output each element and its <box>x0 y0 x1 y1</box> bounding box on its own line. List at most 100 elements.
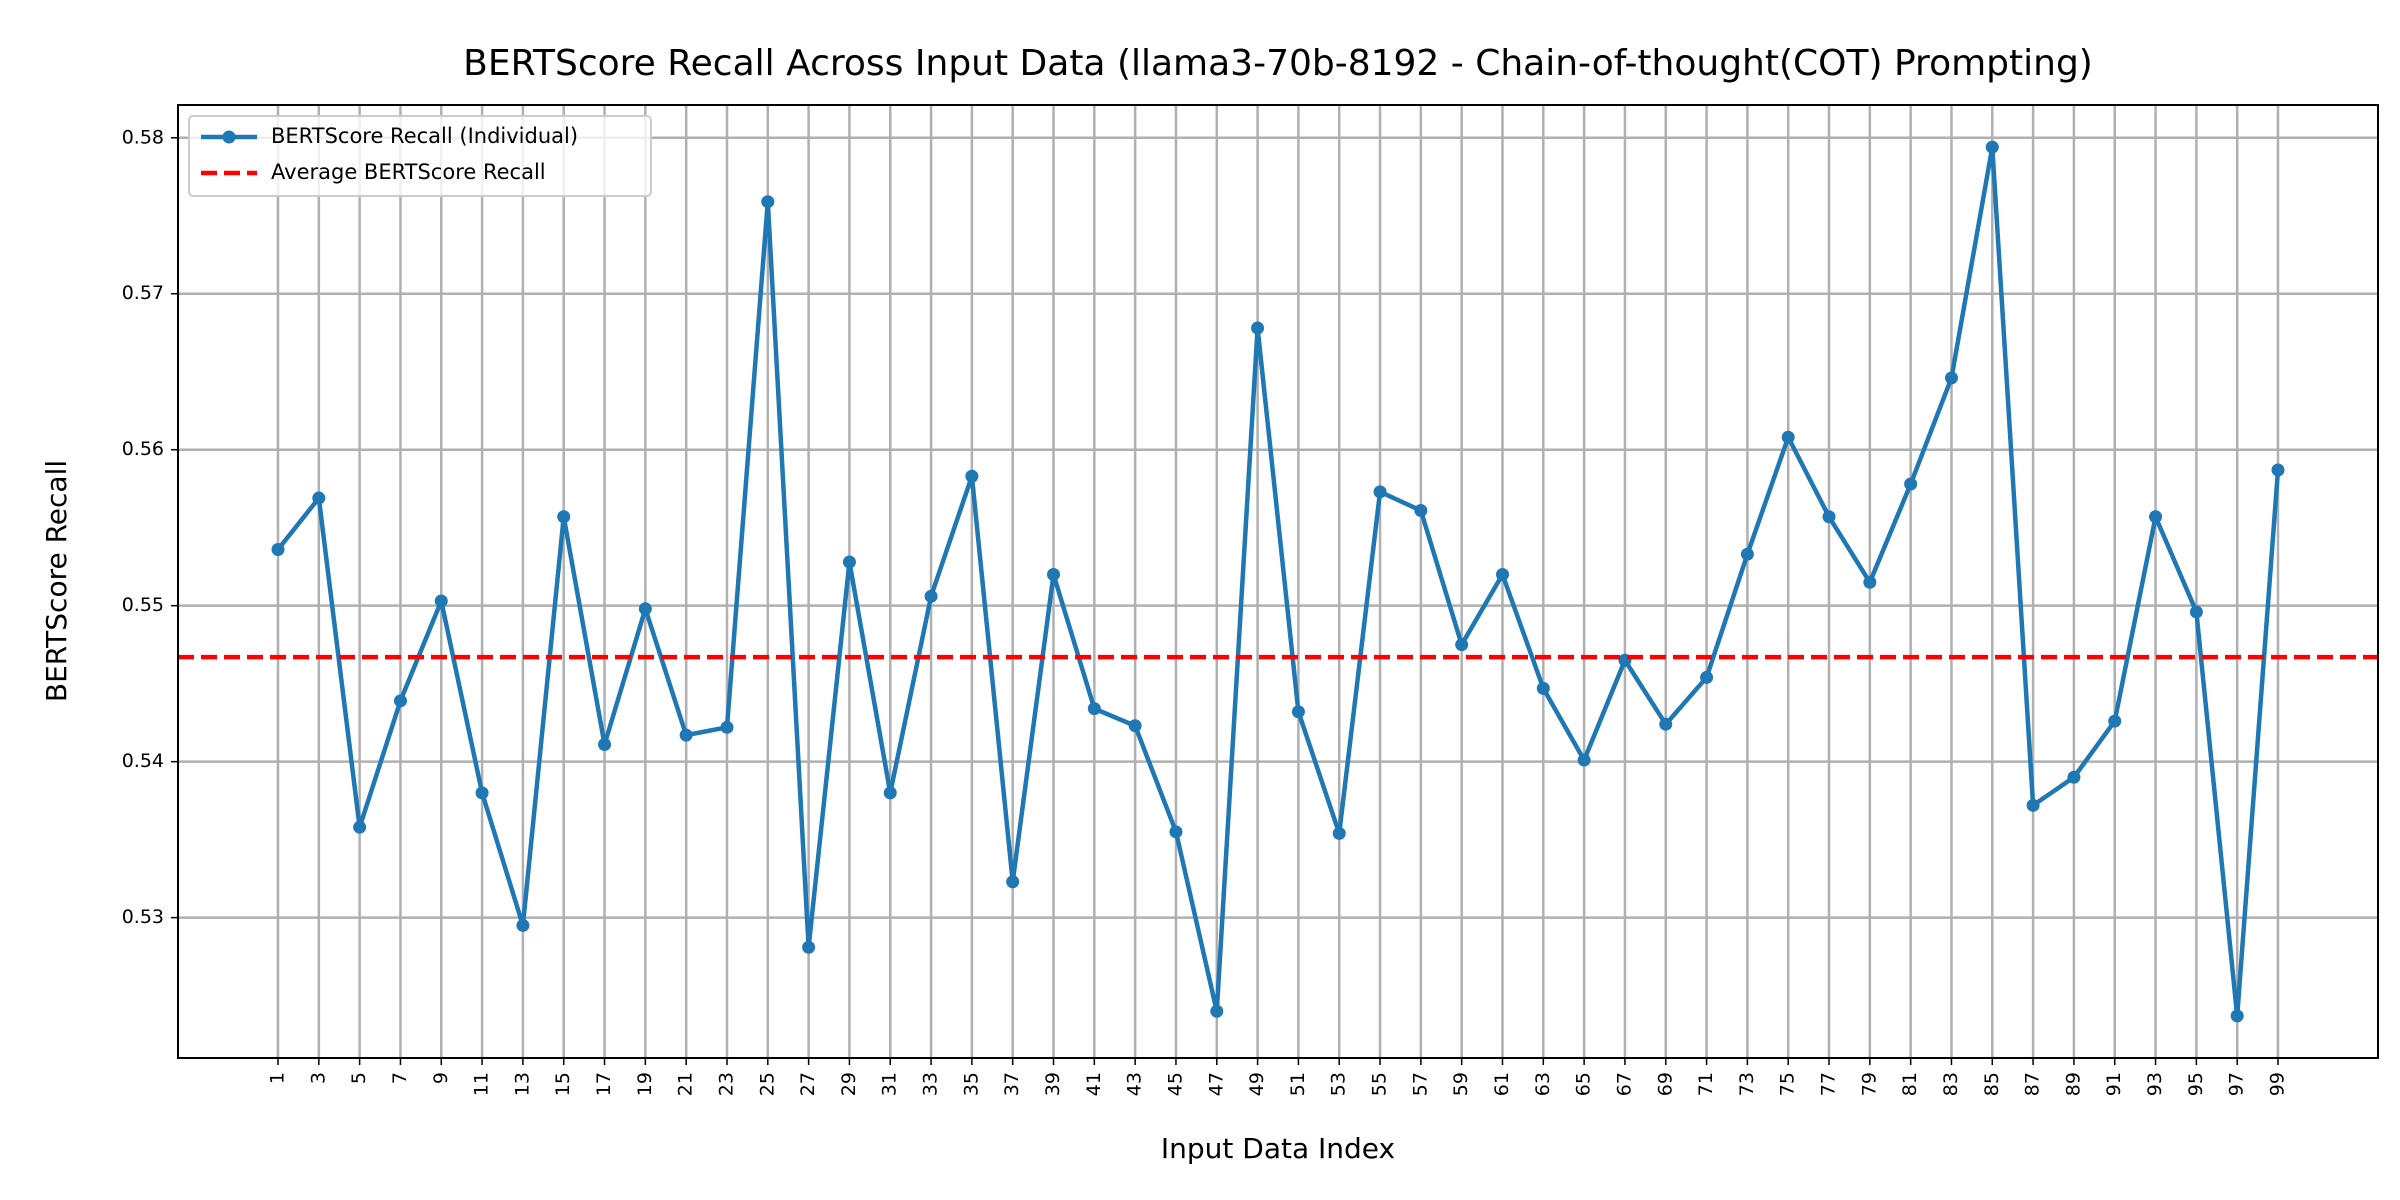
data-point <box>802 940 816 954</box>
x-tick-label: 7 <box>389 1072 411 1084</box>
x-tick-label: 57 <box>1409 1072 1431 1096</box>
x-tick-label: 83 <box>1940 1072 1962 1096</box>
x-tick-label: 15 <box>552 1072 574 1096</box>
x-tick-label: 91 <box>2103 1072 2125 1096</box>
x-tick-label: 51 <box>1287 1072 1309 1096</box>
data-point <box>1006 875 1020 889</box>
x-tick-label: 31 <box>879 1072 901 1096</box>
y-tick-label: 0.55 <box>122 594 164 616</box>
legend-box <box>188 115 652 197</box>
data-point <box>557 510 571 524</box>
data-point <box>1128 719 1142 733</box>
plot-frame <box>177 104 2379 1059</box>
data-point <box>1414 504 1428 518</box>
data-point <box>1169 825 1183 839</box>
data-point <box>2026 798 2040 812</box>
x-tick-label: 79 <box>1858 1072 1880 1096</box>
x-tick-label: 11 <box>471 1072 493 1096</box>
data-point <box>1944 371 1958 385</box>
data-point <box>2067 770 2081 784</box>
legend-label: BERTScore Recall (Individual) <box>271 124 578 148</box>
data-point <box>924 589 938 603</box>
data-point <box>720 720 734 734</box>
data-point <box>1822 510 1836 524</box>
x-tick-label: 19 <box>634 1072 656 1096</box>
x-tick-label: 75 <box>1777 1072 1799 1096</box>
x-tick-label: 77 <box>1818 1072 1840 1096</box>
x-tick-label: 35 <box>960 1072 982 1096</box>
x-tick-label: 71 <box>1695 1072 1717 1096</box>
x-axis-label: Input Data Index <box>1161 1132 1395 1165</box>
x-tick-label: 39 <box>1042 1072 1064 1096</box>
x-tick-label: 37 <box>1001 1072 1023 1096</box>
y-tick-label: 0.54 <box>122 750 164 772</box>
x-tick-label: 89 <box>2062 1072 2084 1096</box>
x-tick-label: 25 <box>756 1072 778 1096</box>
x-tick-label: 73 <box>1736 1072 1758 1096</box>
x-tick-label: 17 <box>593 1072 615 1096</box>
data-point <box>1904 477 1918 491</box>
x-tick-label: 63 <box>1532 1072 1554 1096</box>
data-point <box>1332 826 1346 840</box>
x-tick-label: 93 <box>2144 1072 2166 1096</box>
data-point <box>2189 605 2203 619</box>
x-tick-label: 95 <box>2185 1072 2207 1096</box>
data-point <box>842 555 856 569</box>
x-tick-label: 55 <box>1369 1072 1391 1096</box>
x-tick-label: 21 <box>675 1072 697 1096</box>
data-point <box>1659 717 1673 731</box>
x-tick-label: 65 <box>1573 1072 1595 1096</box>
data-point <box>965 469 979 483</box>
x-tick-label: 61 <box>1491 1072 1513 1096</box>
data-point <box>1495 567 1509 581</box>
data-point <box>1985 140 1999 154</box>
x-tick-label: 1 <box>267 1072 289 1084</box>
x-tick-label: 99 <box>2267 1072 2289 1096</box>
x-tick-label: 27 <box>797 1072 819 1096</box>
y-axis-label: BERTScore Recall <box>40 460 73 702</box>
data-point <box>2108 714 2122 728</box>
y-tick-label: 0.56 <box>122 438 164 460</box>
data-point <box>638 602 652 616</box>
data-point <box>883 786 897 800</box>
data-point <box>1740 547 1754 561</box>
x-tick-label: 53 <box>1328 1072 1350 1096</box>
data-point <box>353 820 367 834</box>
data-point <box>434 594 448 608</box>
data-point <box>1373 485 1387 499</box>
data-point <box>1291 705 1305 719</box>
data-point <box>1087 702 1101 716</box>
legend-label: Average BERTScore Recall <box>271 160 546 184</box>
data-point <box>516 918 530 932</box>
data-point <box>312 491 326 505</box>
x-tick-label: 9 <box>430 1072 452 1084</box>
x-tick-label: 47 <box>1205 1072 1227 1096</box>
x-tick-label: 69 <box>1654 1072 1676 1096</box>
data-point <box>1781 430 1795 444</box>
x-tick-label: 3 <box>307 1072 329 1084</box>
x-tick-label: 13 <box>511 1072 533 1096</box>
y-tick-label: 0.57 <box>122 282 164 304</box>
data-point <box>1863 575 1877 589</box>
x-tick-label: 23 <box>715 1072 737 1096</box>
series-line <box>276 144 2281 1019</box>
x-tick-label: 41 <box>1083 1072 1105 1096</box>
legend-marker <box>222 130 236 144</box>
x-tick-label: 87 <box>2022 1072 2044 1096</box>
data-point <box>1577 753 1591 767</box>
data-point <box>1700 670 1714 684</box>
data-point <box>1455 638 1469 652</box>
data-point <box>2149 510 2163 524</box>
x-tick-label: 29 <box>838 1072 860 1096</box>
y-tick-label: 0.53 <box>122 906 164 928</box>
x-tick-label: 33 <box>920 1072 942 1096</box>
data-point <box>271 543 285 557</box>
data-point <box>2271 463 2285 477</box>
data-point <box>1536 681 1550 695</box>
x-tick-label: 81 <box>1899 1072 1921 1096</box>
x-tick-label: 67 <box>1613 1072 1635 1096</box>
y-tick-label: 0.58 <box>122 126 164 148</box>
data-point <box>679 728 693 742</box>
data-point <box>393 694 407 708</box>
